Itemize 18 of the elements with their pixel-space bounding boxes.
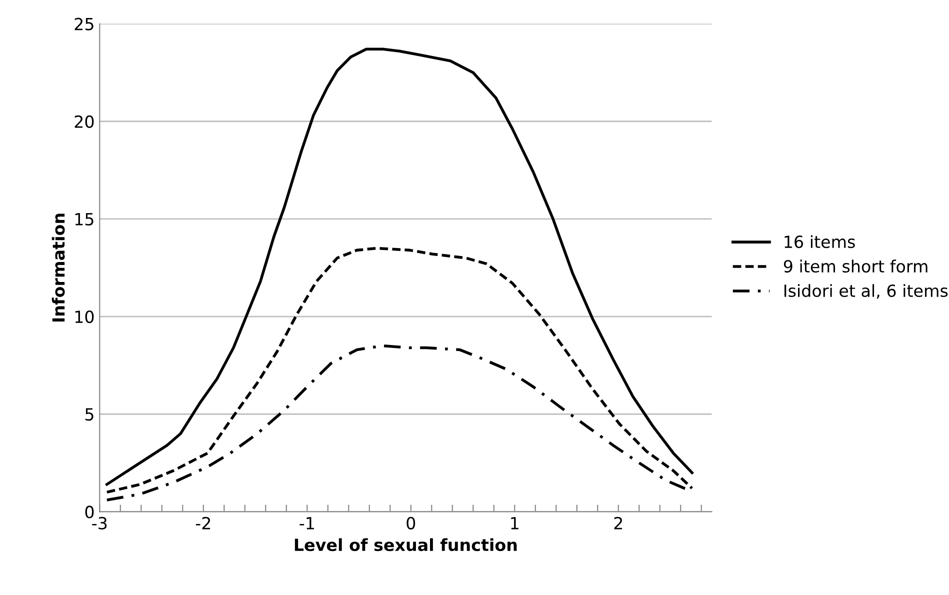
x-tick-label: -1 [300, 517, 314, 530]
x-tick-label: 2 [614, 516, 622, 530]
x-tick-label: 0 [406, 516, 416, 530]
legend-label: Isidori et al, 6 items [784, 284, 948, 299]
line-series [106, 48, 694, 486]
y-tick-label: 15 [75, 213, 94, 226]
x-tick-label: -3 [92, 516, 107, 530]
y-tick-label: 0 [85, 506, 94, 518]
y-tick-label: 10 [75, 310, 94, 324]
x-axis-title: Level of sexual function [294, 538, 517, 552]
y-tick-label: 20 [74, 115, 94, 128]
legend-label: 16 items [784, 235, 855, 248]
y-axis-title: Information [52, 214, 65, 322]
x-tick-label: -2 [196, 516, 210, 530]
y-tick-label: 5 [85, 408, 94, 421]
x-tick-label: 1 [511, 517, 518, 530]
y-tick-label: 25 [74, 18, 94, 30]
legend-label: 9 item short form [784, 260, 928, 273]
